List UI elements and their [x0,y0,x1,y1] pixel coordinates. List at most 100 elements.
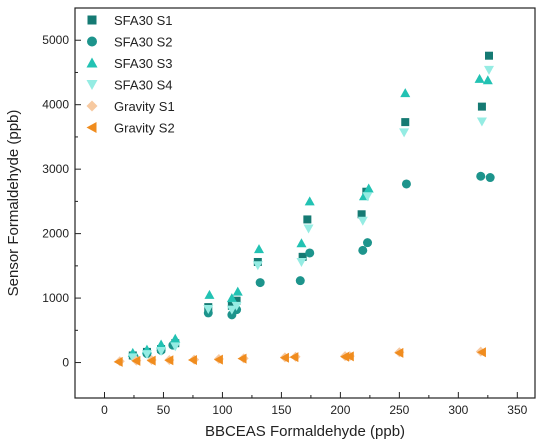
legend-item: SFA30 S1 [87,13,173,28]
y-tick-label: 1000 [42,291,69,305]
data-point [485,173,495,183]
data-point [477,102,486,111]
x-tick-label: 0 [101,403,108,417]
legend-marker [87,36,97,47]
data-point [170,342,181,352]
legend-item: SFA30 S4 [86,78,173,93]
legend-marker [86,57,98,68]
data-point [252,261,263,271]
data-point [476,171,486,181]
data-point [255,278,265,288]
x-axis: 0 50 100 150 200 250 300 350 [101,392,528,417]
data-point [296,238,307,248]
legend-item: Gravity S2 [86,121,175,136]
x-tick-label: 200 [330,403,350,417]
data-point [303,224,314,234]
legend-item: Gravity S1 [86,99,175,114]
data-point [170,333,181,343]
data-point [156,339,167,349]
x-tick-label: 150 [271,403,291,417]
legend-label: SFA30 S2 [114,35,173,50]
data-point [362,192,373,202]
data-point [141,350,152,360]
data-point [254,244,264,254]
series-layer [113,51,495,367]
data-point [401,179,411,189]
data-point [399,128,410,138]
legend: SFA30 S1 SFA30 S2 SFA30 S3 SFA30 S4 Gravity … [86,13,175,136]
data-point [303,215,312,224]
legend-marker [86,122,97,133]
data-point [401,118,410,127]
data-point [482,75,493,85]
data-point [226,305,237,315]
data-point [203,305,214,315]
data-point [358,245,368,255]
data-point [357,210,366,219]
legend-label: SFA30 S4 [114,78,173,93]
legend-label: SFA30 S3 [114,56,173,71]
data-point [298,252,307,261]
x-tick-label: 50 [157,403,171,417]
data-point [476,347,486,358]
data-point [295,276,305,286]
y-tick-label: 2000 [42,227,69,241]
data-point [357,216,368,226]
y-tick-label: 0 [62,356,69,370]
data-point [213,354,223,365]
data-point [231,301,242,311]
series-sfa30-s1 [128,51,493,360]
data-point [363,238,373,248]
data-point [474,73,485,83]
legend-item: SFA30 S3 [86,56,173,71]
legend-label: Gravity S1 [114,99,175,114]
x-tick-label: 300 [448,403,468,417]
plot-frame [74,7,536,399]
data-point [400,88,411,98]
data-point [289,352,299,363]
y-tick-label: 4000 [42,98,69,112]
data-point [237,353,247,364]
legend-marker [87,15,97,25]
legend-marker [86,100,98,112]
legend-item: SFA30 S2 [87,35,173,50]
x-tick-label: 100 [212,403,232,417]
x-tick-label: 350 [507,403,527,417]
plot-area [74,7,536,399]
data-point [156,346,167,356]
data-point [131,355,141,366]
series-gravity-s2 [113,347,486,367]
data-point [164,355,174,366]
data-point [363,183,374,193]
data-point [340,351,350,362]
legend-marker [86,80,98,90]
data-point [279,352,289,363]
data-point [344,351,354,362]
legend-label: Gravity S2 [114,121,175,136]
legend-label: SFA30 S1 [114,13,173,28]
data-point [127,353,138,363]
data-point [296,257,307,267]
series-sfa30-s3 [127,73,493,357]
data-point [204,289,215,299]
y-axis: 0 1000 2000 3000 4000 5000 [42,33,81,370]
data-point [305,248,315,258]
y-tick-label: 5000 [42,33,69,47]
data-point [485,51,493,60]
x-tick-label: 250 [389,403,409,417]
data-point [476,117,487,127]
series-sfa30-s4 [127,65,494,363]
data-point [226,293,237,303]
data-point [113,356,123,367]
y-tick-label: 3000 [42,162,69,176]
data-point [232,296,241,305]
data-point [394,347,404,358]
data-point [232,286,243,296]
data-point [146,355,156,366]
data-point [484,65,494,75]
data-point [304,196,315,206]
series-sfa30-s2 [129,171,495,362]
y-axis-title: Sensor Formaldehyde (ppb) [5,110,22,297]
data-point [187,354,197,365]
